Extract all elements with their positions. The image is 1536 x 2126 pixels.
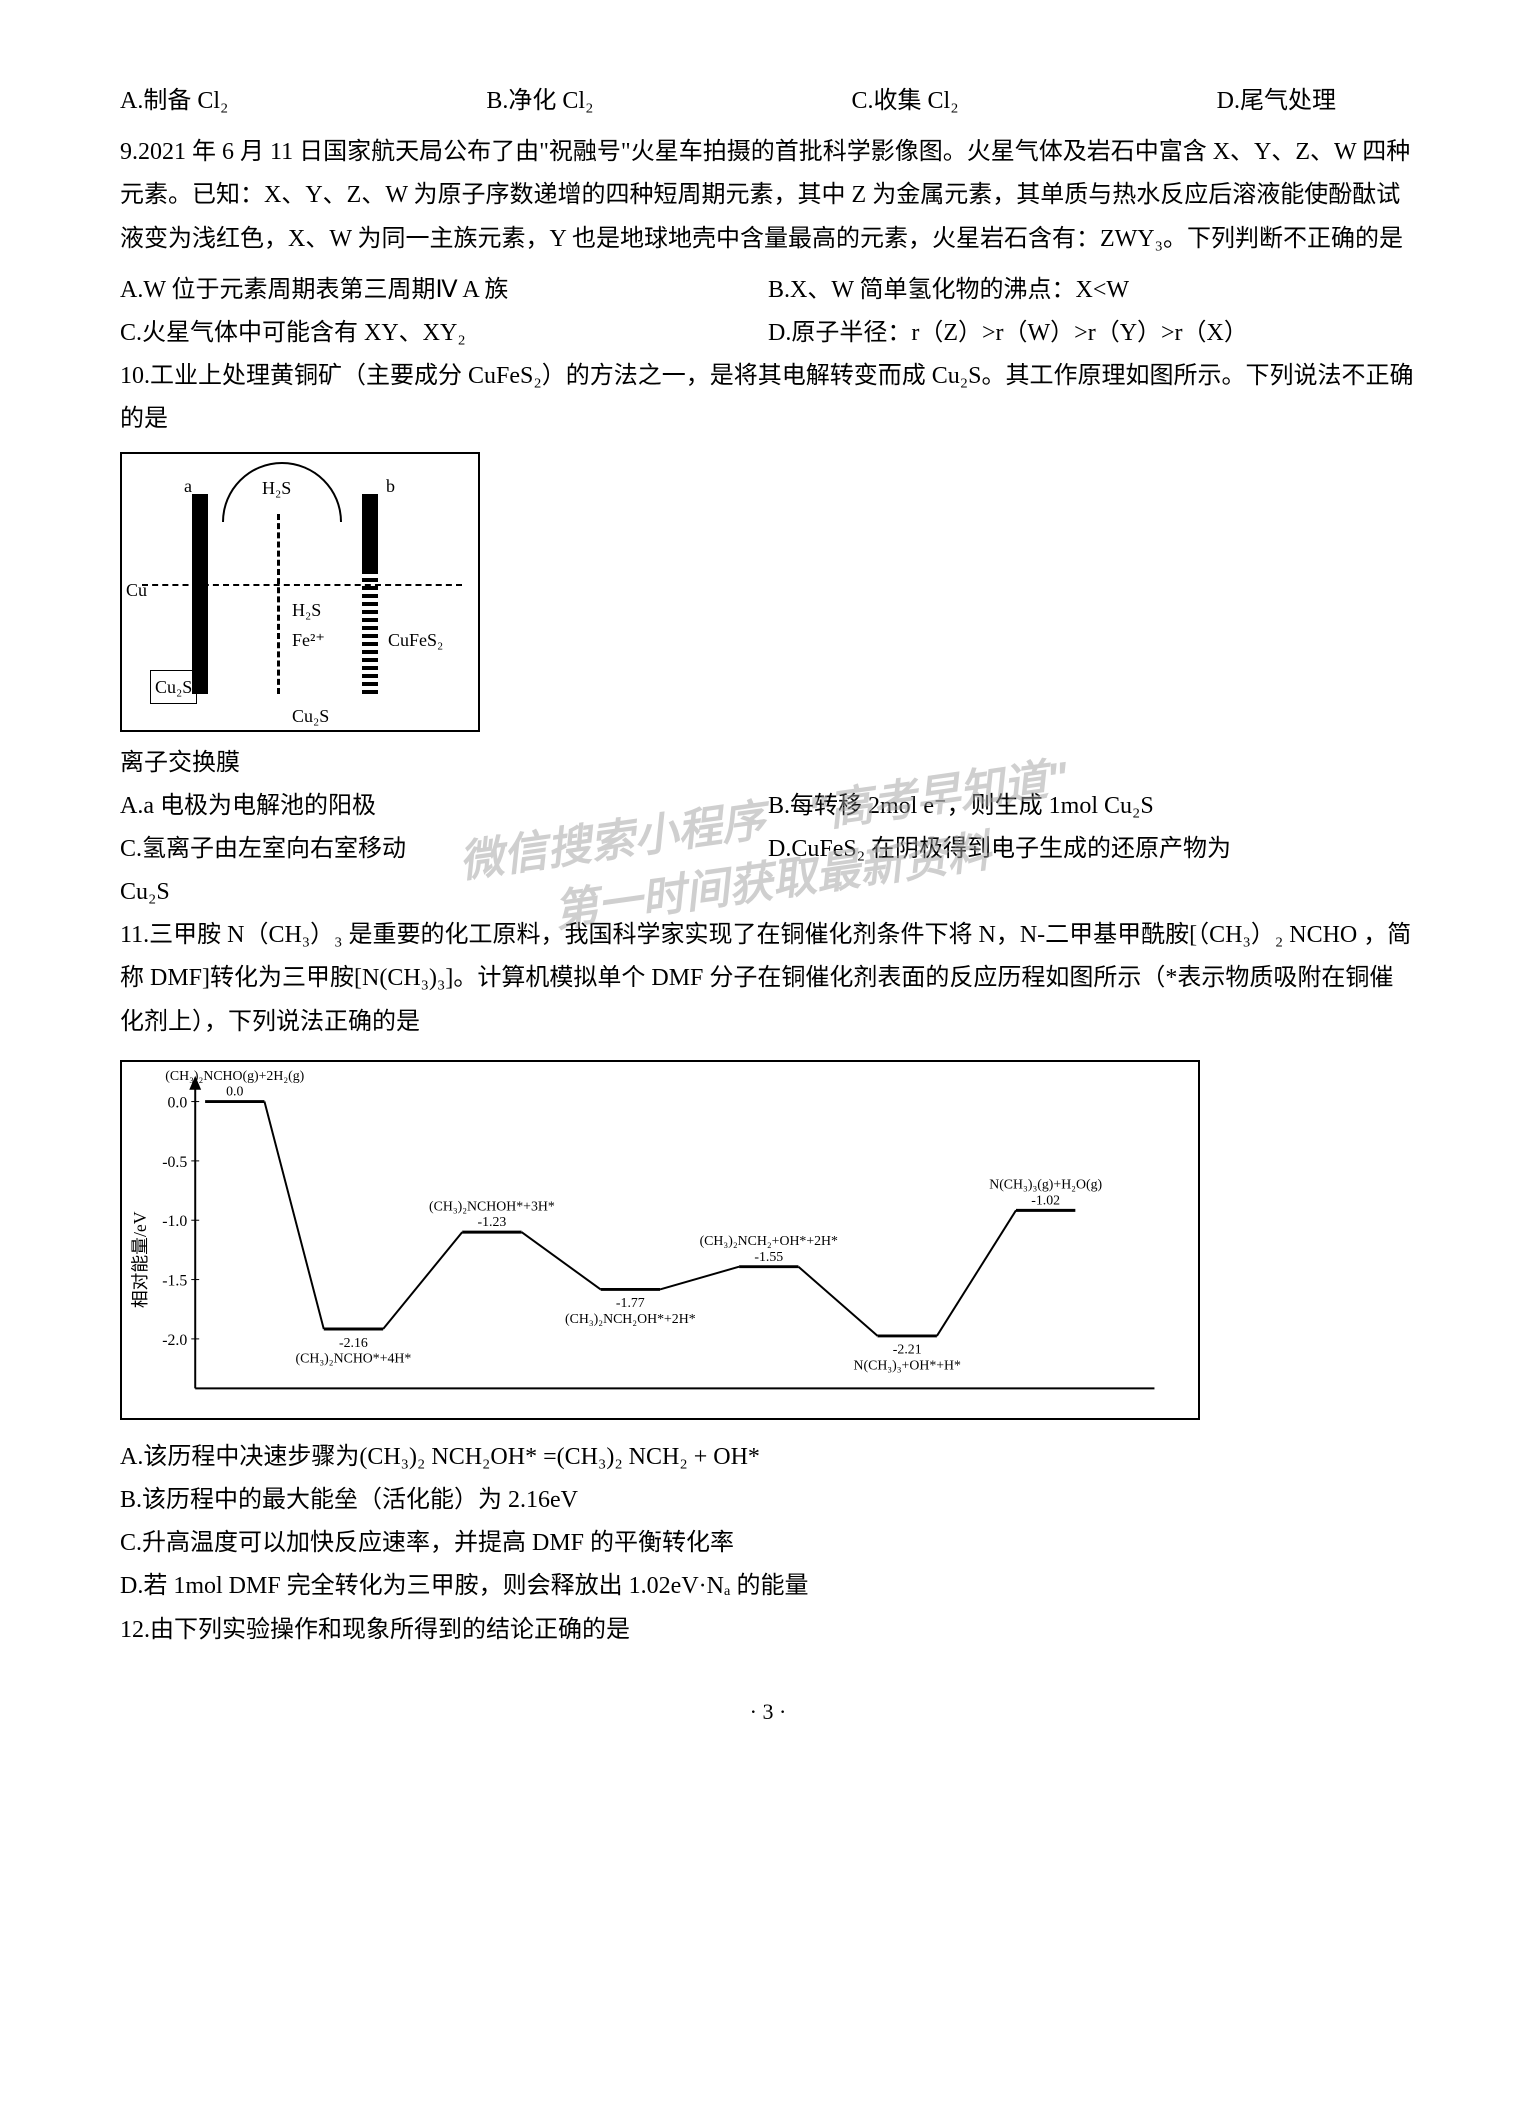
- electrode-b-bottom: [362, 574, 378, 694]
- svg-text:-1.77: -1.77: [616, 1295, 645, 1310]
- q9-option-b: B.X、W 简单氢化物的沸点：X<W: [768, 269, 1416, 312]
- svg-text:-1.23: -1.23: [477, 1214, 506, 1229]
- svg-text:-1.5: -1.5: [162, 1272, 187, 1289]
- svg-text:(CH₃)₂NCHO(g)+2H₂(g): (CH₃)₂NCHO(g)+2H₂(g): [165, 1068, 304, 1084]
- svg-text:(CH₃)₂NCH₂OH*+2H*: (CH₃)₂NCH₂OH*+2H*: [565, 1311, 696, 1327]
- svg-text:-1.02: -1.02: [1031, 1192, 1060, 1207]
- diagram-label-cu: Cu: [126, 574, 147, 606]
- diagram-label-fe2: Fe²⁺: [292, 624, 325, 656]
- electrode-a: [192, 494, 208, 694]
- svg-text:-1.0: -1.0: [162, 1213, 187, 1230]
- diagram-label-h2s-mid: H₂S: [292, 594, 321, 626]
- q10-options-row1: A.a 电极为电解池的阳极 B.每转移 2mol e⁻，则生成 1mol Cu₂…: [120, 785, 1416, 828]
- q8-option-c: C.收集 Cl₂: [852, 80, 959, 123]
- q10-stem: 10.工业上处理黄铜矿（主要成分 CuFeS₂）的方法之一，是将其电解转变而成 …: [120, 355, 1416, 441]
- svg-text:0.0: 0.0: [226, 1083, 243, 1098]
- diagram-label-cu2s-left: Cu₂S: [150, 670, 197, 704]
- svg-text:-2.0: -2.0: [162, 1332, 187, 1349]
- q8-option-d: D.尾气处理: [1217, 80, 1336, 123]
- electrolysis-diagram: H₂S a b Cu H₂S Fe²⁺ Cu₂S Cu₂S CuFeS₂: [120, 452, 480, 732]
- q10-option-d: D.CuFeS₂ 在阴极得到电子生成的还原产物为: [768, 828, 1416, 871]
- svg-text:(CH₃)₂NCH₂+OH*+2H*: (CH₃)₂NCH₂+OH*+2H*: [700, 1233, 838, 1249]
- q9-stem: 9.2021 年 6 月 11 日国家航天局公布了由"祝融号"火星车拍摄的首批科…: [120, 131, 1416, 261]
- svg-text:(CH₃)₂NCHO*+4H*: (CH₃)₂NCHO*+4H*: [296, 1350, 412, 1366]
- q12-stem: 12.由下列实验操作和现象所得到的结论正确的是: [120, 1609, 1416, 1652]
- q9-options-row1: A.W 位于元素周期表第三周期Ⅳ A 族 B.X、W 简单氢化物的沸点：X<W: [120, 269, 1416, 312]
- q11-stem: 11.三甲胺 N（CH₃）₃ 是重要的化工原料，我国科学家实现了在铜催化剂条件下…: [120, 914, 1416, 1044]
- q9-options-row2: C.火星气体中可能含有 XY、XY₂ D.原子半径：r（Z）>r（W）>r（Y）…: [120, 312, 1416, 355]
- svg-text:(CH₃)₂NCHOH*+3H*: (CH₃)₂NCHOH*+3H*: [429, 1198, 555, 1214]
- q10-option-a: A.a 电极为电解池的阳极: [120, 785, 768, 828]
- q10-caption: 离子交换膜: [120, 742, 1416, 785]
- diagram-label-cufes2: CuFeS₂: [388, 624, 443, 656]
- svg-text:-0.5: -0.5: [162, 1154, 187, 1171]
- q9-option-a: A.W 位于元素周期表第三周期Ⅳ A 族: [120, 269, 768, 312]
- ylabel: 相对能量/eV: [130, 1211, 150, 1308]
- q8-option-a: A.制备 Cl₂: [120, 80, 228, 123]
- diagram-label-cu2s-bottom: Cu₂S: [292, 700, 329, 732]
- q8-options: A.制备 Cl₂ B.净化 Cl₂ C.收集 Cl₂ D.尾气处理: [120, 80, 1416, 123]
- svg-text:N(CH₃)₃+OH*+H*: N(CH₃)₃+OH*+H*: [854, 1357, 962, 1373]
- q10-option-d-cont: Cu₂S: [120, 871, 1416, 914]
- liquid-level: [142, 584, 462, 586]
- q10-option-c: C.氢离子由左室向右室移动: [120, 828, 768, 871]
- energy-diagram-svg: 相对能量/eV 0.0 -0.5 -1.0 -1.5 -2.0 (CH₃)₂NC…: [122, 1062, 1198, 1418]
- q8-option-b: B.净化 Cl₂: [486, 80, 593, 123]
- page-number: · 3 ·: [120, 1692, 1416, 1732]
- electrode-b: [362, 494, 378, 694]
- q11-option-c: C.升高温度可以加快反应速率，并提高 DMF 的平衡转化率: [120, 1522, 1416, 1565]
- q10-options-row2: C.氢离子由左室向右室移动 D.CuFeS₂ 在阴极得到电子生成的还原产物为: [120, 828, 1416, 871]
- svg-text:-1.55: -1.55: [754, 1249, 783, 1264]
- membrane: [277, 514, 280, 694]
- svg-text:-2.21: -2.21: [893, 1342, 922, 1357]
- diagram-label-a: a: [184, 470, 192, 502]
- q11-option-d: D.若 1mol DMF 完全转化为三甲胺，则会释放出 1.02eV·Nₐ 的能…: [120, 1565, 1416, 1608]
- diagram-label-b: b: [386, 470, 395, 502]
- svg-text:N(CH₃)₃(g)+H₂O(g): N(CH₃)₃(g)+H₂O(g): [989, 1176, 1102, 1192]
- q9-option-c: C.火星气体中可能含有 XY、XY₂: [120, 312, 768, 355]
- svg-text:0.0: 0.0: [168, 1094, 188, 1111]
- svg-text:-2.16: -2.16: [339, 1335, 368, 1350]
- electrode-b-top: [362, 494, 378, 574]
- diagram-label-h2s-top: H₂S: [262, 472, 291, 504]
- energy-diagram: 相对能量/eV 0.0 -0.5 -1.0 -1.5 -2.0 (CH₃)₂NC…: [120, 1060, 1200, 1420]
- q9-option-d: D.原子半径：r（Z）>r（W）>r（Y）>r（X）: [768, 312, 1416, 355]
- q11-option-a: A.该历程中决速步骤为(CH₃)₂ NCH₂OH* =(CH₃)₂ NCH₂ +…: [120, 1436, 1416, 1479]
- q11-option-b: B.该历程中的最大能垒（活化能）为 2.16eV: [120, 1479, 1416, 1522]
- q10-option-b: B.每转移 2mol e⁻，则生成 1mol Cu₂S: [768, 785, 1416, 828]
